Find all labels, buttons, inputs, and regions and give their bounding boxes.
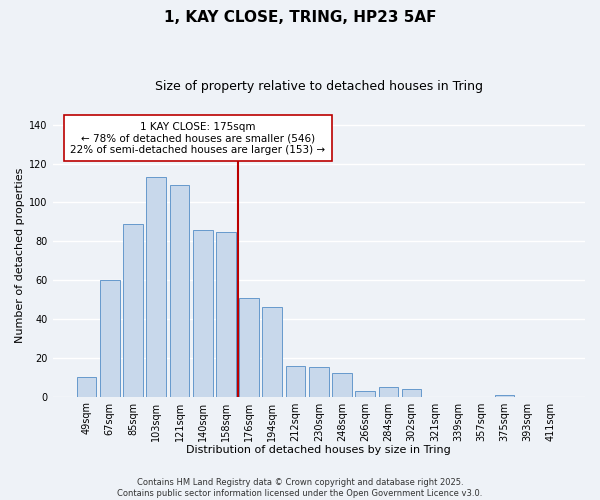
Y-axis label: Number of detached properties: Number of detached properties — [15, 168, 25, 344]
Bar — [262, 308, 282, 396]
Bar — [494, 394, 514, 396]
Text: 1 KAY CLOSE: 175sqm
← 78% of detached houses are smaller (546)
22% of semi-detac: 1 KAY CLOSE: 175sqm ← 78% of detached ho… — [70, 122, 326, 155]
Bar — [77, 377, 97, 396]
Bar — [355, 391, 375, 396]
Bar — [332, 374, 352, 396]
Bar — [170, 185, 190, 396]
X-axis label: Distribution of detached houses by size in Tring: Distribution of detached houses by size … — [187, 445, 451, 455]
Bar — [193, 230, 212, 396]
Bar — [100, 280, 119, 396]
Bar — [402, 389, 421, 396]
Text: Contains HM Land Registry data © Crown copyright and database right 2025.
Contai: Contains HM Land Registry data © Crown c… — [118, 478, 482, 498]
Bar — [286, 366, 305, 396]
Bar — [309, 368, 329, 396]
Bar — [216, 232, 236, 396]
Bar — [239, 298, 259, 396]
Bar — [146, 177, 166, 396]
Title: Size of property relative to detached houses in Tring: Size of property relative to detached ho… — [155, 80, 483, 93]
Bar — [123, 224, 143, 396]
Bar — [379, 387, 398, 396]
Text: 1, KAY CLOSE, TRING, HP23 5AF: 1, KAY CLOSE, TRING, HP23 5AF — [164, 10, 436, 25]
